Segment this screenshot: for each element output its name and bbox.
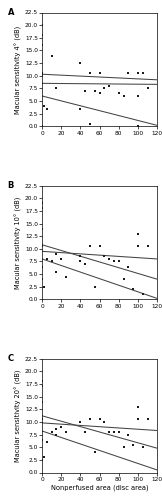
Text: A: A bbox=[8, 8, 14, 17]
Point bbox=[41, 456, 43, 464]
Point bbox=[146, 242, 149, 250]
Point bbox=[65, 428, 67, 436]
Point bbox=[141, 290, 144, 298]
Point bbox=[41, 275, 43, 283]
Point bbox=[108, 82, 110, 90]
Point bbox=[84, 260, 87, 268]
Point bbox=[137, 122, 139, 130]
Point bbox=[137, 402, 139, 410]
Point bbox=[93, 283, 96, 291]
Point bbox=[93, 87, 96, 95]
Point bbox=[65, 272, 67, 280]
Point bbox=[46, 255, 48, 263]
Point bbox=[89, 416, 91, 424]
Point bbox=[60, 255, 63, 263]
Point bbox=[98, 416, 101, 424]
Point bbox=[84, 428, 87, 436]
Point bbox=[89, 69, 91, 77]
Point bbox=[103, 252, 106, 260]
Point bbox=[41, 436, 43, 444]
Point bbox=[137, 416, 139, 424]
Point bbox=[55, 250, 58, 258]
Point bbox=[141, 69, 144, 77]
Point bbox=[41, 122, 43, 130]
Point bbox=[41, 398, 43, 406]
Point bbox=[89, 242, 91, 250]
Point bbox=[60, 423, 63, 431]
Point bbox=[113, 428, 115, 436]
Point bbox=[127, 262, 130, 270]
Text: B: B bbox=[8, 181, 14, 190]
Point bbox=[79, 418, 82, 426]
Point bbox=[122, 92, 125, 100]
Point bbox=[55, 268, 58, 276]
Point bbox=[43, 102, 45, 110]
Y-axis label: Macular sensitivity 10° (dB): Macular sensitivity 10° (dB) bbox=[15, 196, 22, 288]
Point bbox=[41, 21, 43, 29]
Y-axis label: Macular sensitivity 4° (dB): Macular sensitivity 4° (dB) bbox=[15, 26, 22, 114]
Point bbox=[55, 84, 58, 92]
Point bbox=[41, 200, 43, 207]
Point bbox=[41, 72, 43, 80]
Point bbox=[55, 430, 58, 438]
Point bbox=[108, 255, 110, 263]
Point bbox=[41, 378, 43, 386]
Point bbox=[89, 120, 91, 128]
Point bbox=[41, 42, 43, 50]
Point bbox=[146, 84, 149, 92]
Point bbox=[84, 87, 87, 95]
Text: C: C bbox=[8, 354, 14, 363]
Point bbox=[43, 283, 45, 291]
Point bbox=[108, 428, 110, 436]
Point bbox=[55, 426, 58, 434]
Point bbox=[41, 32, 43, 40]
Point bbox=[93, 448, 96, 456]
Point bbox=[141, 443, 144, 451]
Point bbox=[41, 416, 43, 424]
Point bbox=[117, 258, 120, 266]
Point bbox=[41, 262, 43, 270]
Point bbox=[98, 90, 101, 98]
Point bbox=[50, 52, 53, 60]
Point bbox=[117, 90, 120, 98]
Point bbox=[41, 224, 43, 232]
Point bbox=[146, 416, 149, 424]
Point bbox=[103, 418, 106, 426]
Point bbox=[127, 430, 130, 438]
Point bbox=[122, 275, 125, 283]
Point bbox=[127, 69, 130, 77]
Point bbox=[46, 438, 48, 446]
Point bbox=[98, 69, 101, 77]
Point bbox=[137, 230, 139, 237]
Point bbox=[79, 252, 82, 260]
Point bbox=[137, 92, 139, 100]
Point bbox=[79, 258, 82, 266]
Point bbox=[122, 443, 125, 451]
Point bbox=[79, 104, 82, 112]
Point bbox=[132, 440, 134, 448]
Y-axis label: Macular sensitivity 20° (dB): Macular sensitivity 20° (dB) bbox=[15, 370, 22, 462]
Point bbox=[103, 84, 106, 92]
Point bbox=[50, 258, 53, 266]
X-axis label: Nonperfused area (disc area): Nonperfused area (disc area) bbox=[51, 484, 148, 491]
Point bbox=[43, 454, 45, 462]
Point bbox=[41, 242, 43, 250]
Point bbox=[98, 242, 101, 250]
Point bbox=[79, 59, 82, 67]
Point bbox=[113, 258, 115, 266]
Point bbox=[132, 286, 134, 294]
Point bbox=[117, 428, 120, 436]
Point bbox=[46, 104, 48, 112]
Point bbox=[50, 428, 53, 436]
Point bbox=[41, 69, 43, 77]
Point bbox=[41, 204, 43, 212]
Point bbox=[137, 242, 139, 250]
Point bbox=[137, 69, 139, 77]
Point bbox=[41, 382, 43, 390]
